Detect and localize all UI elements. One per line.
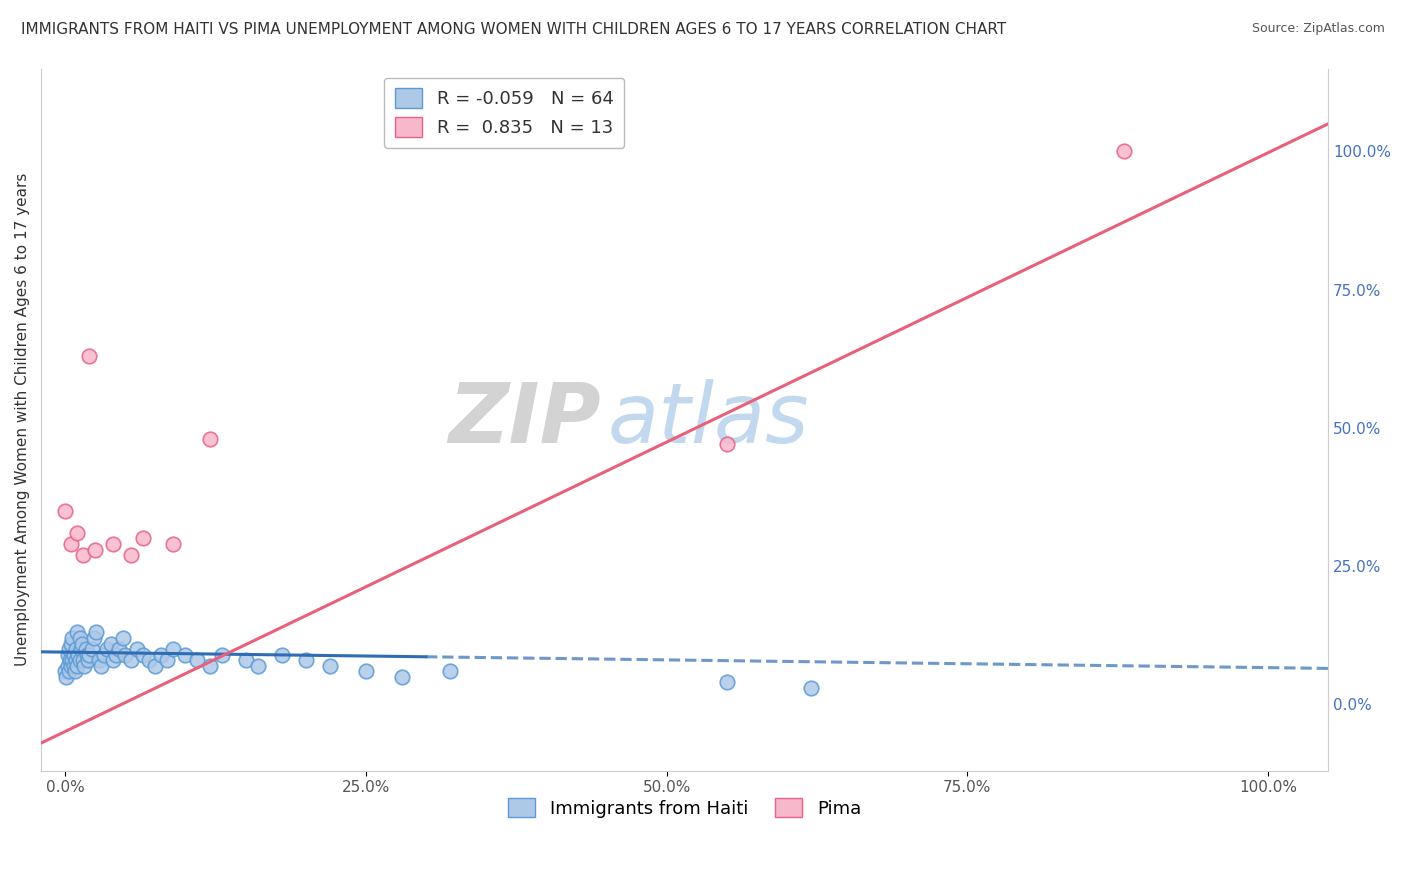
Y-axis label: Unemployment Among Women with Children Ages 6 to 17 years: Unemployment Among Women with Children A… xyxy=(15,173,30,666)
Point xyxy=(66,658,89,673)
Point xyxy=(198,432,221,446)
Point xyxy=(62,648,84,662)
Point xyxy=(319,658,342,673)
Point xyxy=(60,631,83,645)
Point xyxy=(132,532,155,546)
Point xyxy=(80,642,103,657)
Point xyxy=(77,349,100,363)
Point xyxy=(120,548,142,562)
Point xyxy=(186,653,208,667)
Point xyxy=(100,636,122,650)
Point xyxy=(55,670,77,684)
Point xyxy=(270,648,292,662)
Point xyxy=(87,653,110,667)
Point xyxy=(1112,145,1135,159)
Point xyxy=(132,648,155,662)
Point xyxy=(111,631,134,645)
Point xyxy=(439,664,461,678)
Point xyxy=(56,648,79,662)
Point xyxy=(59,653,82,667)
Point xyxy=(76,648,98,662)
Point xyxy=(108,642,131,657)
Point xyxy=(127,642,149,657)
Point xyxy=(103,537,125,551)
Point xyxy=(67,648,90,662)
Point xyxy=(138,653,160,667)
Point xyxy=(60,653,83,667)
Point xyxy=(86,625,108,640)
Point xyxy=(66,625,89,640)
Text: IMMIGRANTS FROM HAITI VS PIMA UNEMPLOYMENT AMONG WOMEN WITH CHILDREN AGES 6 TO 1: IMMIGRANTS FROM HAITI VS PIMA UNEMPLOYME… xyxy=(21,22,1007,37)
Point xyxy=(62,658,84,673)
Point xyxy=(162,537,184,551)
Point xyxy=(56,658,79,673)
Point xyxy=(211,648,233,662)
Point xyxy=(156,653,179,667)
Point xyxy=(60,636,83,650)
Point xyxy=(60,658,83,673)
Point xyxy=(103,653,125,667)
Point xyxy=(66,525,89,540)
Point xyxy=(53,664,76,678)
Point xyxy=(65,642,87,657)
Point xyxy=(716,437,738,451)
Point xyxy=(69,642,91,657)
Point xyxy=(93,648,115,662)
Point xyxy=(104,648,127,662)
Point xyxy=(72,653,94,667)
Point xyxy=(70,636,93,650)
Point xyxy=(800,681,823,695)
Point xyxy=(60,537,83,551)
Point xyxy=(96,642,118,657)
Point xyxy=(114,648,136,662)
Point xyxy=(150,648,173,662)
Point xyxy=(174,648,197,662)
Text: ZIP: ZIP xyxy=(449,379,600,460)
Point xyxy=(73,658,96,673)
Point xyxy=(53,504,76,518)
Point xyxy=(246,658,269,673)
Point xyxy=(69,653,91,667)
Point xyxy=(198,658,221,673)
Point xyxy=(72,548,94,562)
Point xyxy=(716,675,738,690)
Point xyxy=(294,653,316,667)
Point xyxy=(69,631,91,645)
Point xyxy=(84,542,107,557)
Point xyxy=(145,658,167,673)
Point xyxy=(77,653,100,667)
Point xyxy=(75,642,97,657)
Text: Source: ZipAtlas.com: Source: ZipAtlas.com xyxy=(1251,22,1385,36)
Legend: Immigrants from Haiti, Pima: Immigrants from Haiti, Pima xyxy=(501,790,869,825)
Point xyxy=(391,670,413,684)
Point xyxy=(58,664,80,678)
Point xyxy=(65,653,87,667)
Text: atlas: atlas xyxy=(607,379,808,460)
Point xyxy=(77,648,100,662)
Point xyxy=(90,658,112,673)
Point xyxy=(58,642,80,657)
Point xyxy=(83,631,105,645)
Point xyxy=(235,653,257,667)
Point xyxy=(162,642,184,657)
Point xyxy=(354,664,377,678)
Point xyxy=(63,664,86,678)
Point xyxy=(120,653,142,667)
